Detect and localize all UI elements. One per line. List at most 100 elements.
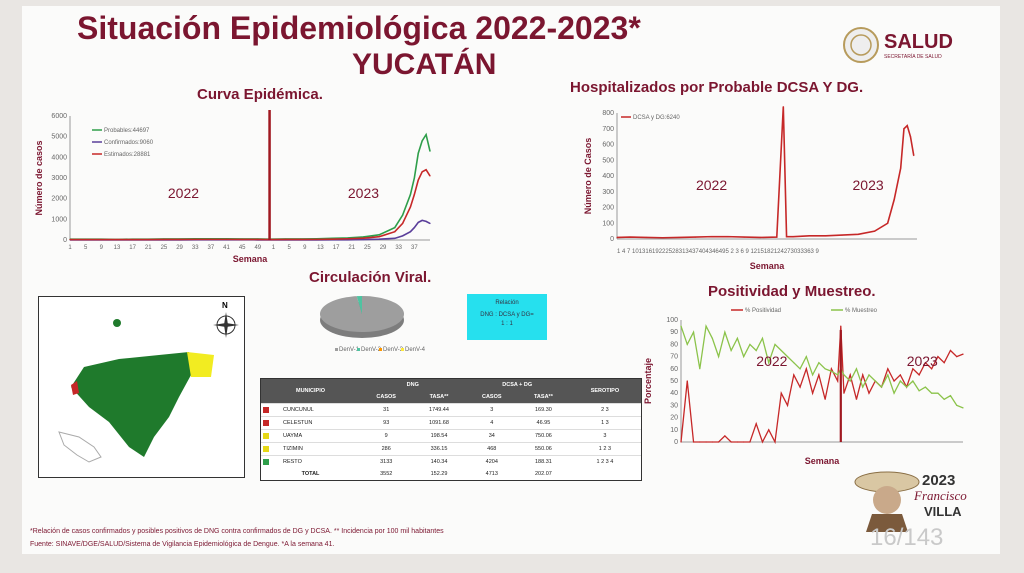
data-point [378,236,380,238]
data-point [857,233,859,235]
data-point [893,392,895,394]
salud-logo-text: SALUD [884,30,953,53]
serotipo-cell: 1 3 [601,420,609,426]
data-point [178,238,181,241]
x-tick-label: 45 [239,245,246,251]
data-point [812,392,814,394]
data-point [906,386,908,388]
y-tick-label: 10 [670,427,678,434]
y-tick-label: 500 [602,157,614,164]
x-tick-label: 29 [176,245,183,251]
curva-title: Curva Epidémica. [197,86,323,103]
page-title: Situación Epidemiológica 2022-2023* [77,10,641,46]
x-tick-label: 21 [145,245,152,251]
data-point [830,368,832,370]
data-point [782,106,784,108]
serotipo-cell: 1 2 3 4 [596,459,614,465]
relacion-box: Relación DNG : DCSA y DG= 1 : 1 [467,294,547,340]
x-tick-label: 25 [161,245,168,251]
municipio-cell: CELESTUN [261,417,360,430]
map-island [113,319,121,327]
data-point [100,238,102,241]
y-tick-label: 400 [602,173,614,180]
data-point [830,370,832,372]
dng-casos-cell: 31 [383,407,390,413]
data-point [849,380,851,382]
x-tick-label: 17 [129,245,136,251]
y-tick-label: 0 [674,439,678,446]
data-point [909,136,912,138]
data-point [799,386,801,388]
data-point [903,128,905,130]
north-label: N [222,301,228,310]
data-point [912,380,914,382]
data-point [362,237,365,239]
col-municipio: MUNICIPIO [261,379,360,404]
y-tick-label: 30 [670,402,678,409]
year-label-2022: 2022 [756,353,787,369]
data-point [378,238,380,240]
data-point [918,374,920,376]
x-tick-label: 37 [411,245,418,251]
data-point [743,356,745,358]
data-point [409,206,412,208]
y-tick-label: 90 [670,329,678,336]
y-tick-label: 2000 [51,196,67,203]
legend-label: DenV-1 [339,347,360,353]
data-point [805,368,807,370]
municipio-color-swatch [263,419,269,426]
dng-casos-cell: 3133 [380,459,393,465]
data-point [257,238,259,241]
data-point [417,221,419,224]
legend-label: DenV-4 [405,347,426,353]
data-point [417,152,419,154]
y-tick-label: 60 [670,366,678,373]
data-point [724,435,726,437]
dcsa-tasa-cell: 169.30 [535,407,552,413]
data-point [69,238,71,241]
data-point [799,368,801,370]
data-point [225,238,228,240]
x-axis-label: Semana [805,456,841,466]
data-point [956,356,958,358]
x-ticks: 1 4 7 10131619222528313437404346495 2 3 … [617,249,820,255]
data-point [409,231,412,233]
y-axis-label: Porcentaje [643,358,653,404]
x-tick-label: 33 [192,245,199,251]
x-tick-label: 37 [208,245,215,251]
municipio-color-swatch [263,406,269,413]
footer-note: *Relación de casos confirmados y posible… [30,528,444,535]
data-point [887,222,889,224]
municipio-cell: CUNCUNUL [261,404,360,417]
dng-casos-cell: 93 [383,420,390,426]
map-green-region [71,352,191,457]
data-point [887,374,889,376]
dcsa-casos-cell: 4 [490,420,494,426]
dng-tasa-cell: 140.34 [430,459,448,465]
data-point [912,368,914,370]
dng-tasa-cell: 336.15 [430,446,448,452]
dcsa-tasa-cell: 188.31 [535,459,552,465]
year-label-2023: 2023 [907,353,938,369]
data-point [855,368,858,370]
municipio-name: UAYMA [283,433,303,440]
data-point [818,374,820,376]
data-point [824,398,826,400]
curva-chart: 0 1000 2000 3000 4000 5000 6000 Semana Número de… [34,110,431,264]
dcsa-tasa-cell: 550.06 [535,446,552,452]
municipios-table: MUNICIPIO DNG DCSA + DG SEROTIPO CASOS T… [261,379,641,480]
total-serotipo-cell [569,468,641,480]
series-line-3 [70,168,431,241]
data-point [241,238,243,241]
data-point [710,236,713,238]
data-point [786,356,789,358]
data-point [85,238,87,241]
table-row: TIZIMIN 286 336.15 468 550.06 1 2 3 [261,442,641,456]
data-point [755,349,757,352]
data-point [768,362,770,364]
relacion-line2: 1 : 1 [501,321,513,327]
data-point [718,441,720,443]
dcsa-tasa-cell: 46.95 [536,420,551,426]
data-point [705,441,707,443]
data-point [887,368,889,370]
